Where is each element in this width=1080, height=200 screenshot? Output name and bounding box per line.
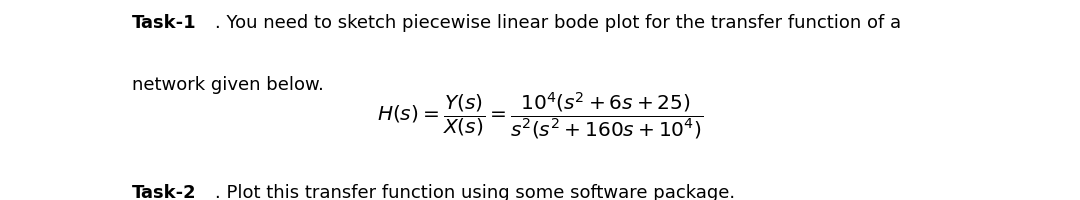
Text: . Plot this transfer function using some software package.: . Plot this transfer function using some… — [215, 184, 735, 200]
Text: Task-2: Task-2 — [132, 184, 197, 200]
Text: Task-1: Task-1 — [132, 14, 197, 32]
Text: . You need to sketch piecewise linear bode plot for the transfer function of a: . You need to sketch piecewise linear bo… — [215, 14, 902, 32]
Text: $H(s) = \dfrac{Y(s)}{X(s)} = \dfrac{10^4(s^2 + 6s + 25)}{s^2(s^2 + 160s + 10^4)}: $H(s) = \dfrac{Y(s)}{X(s)} = \dfrac{10^4… — [377, 91, 703, 141]
Text: network given below.: network given below. — [132, 76, 324, 94]
